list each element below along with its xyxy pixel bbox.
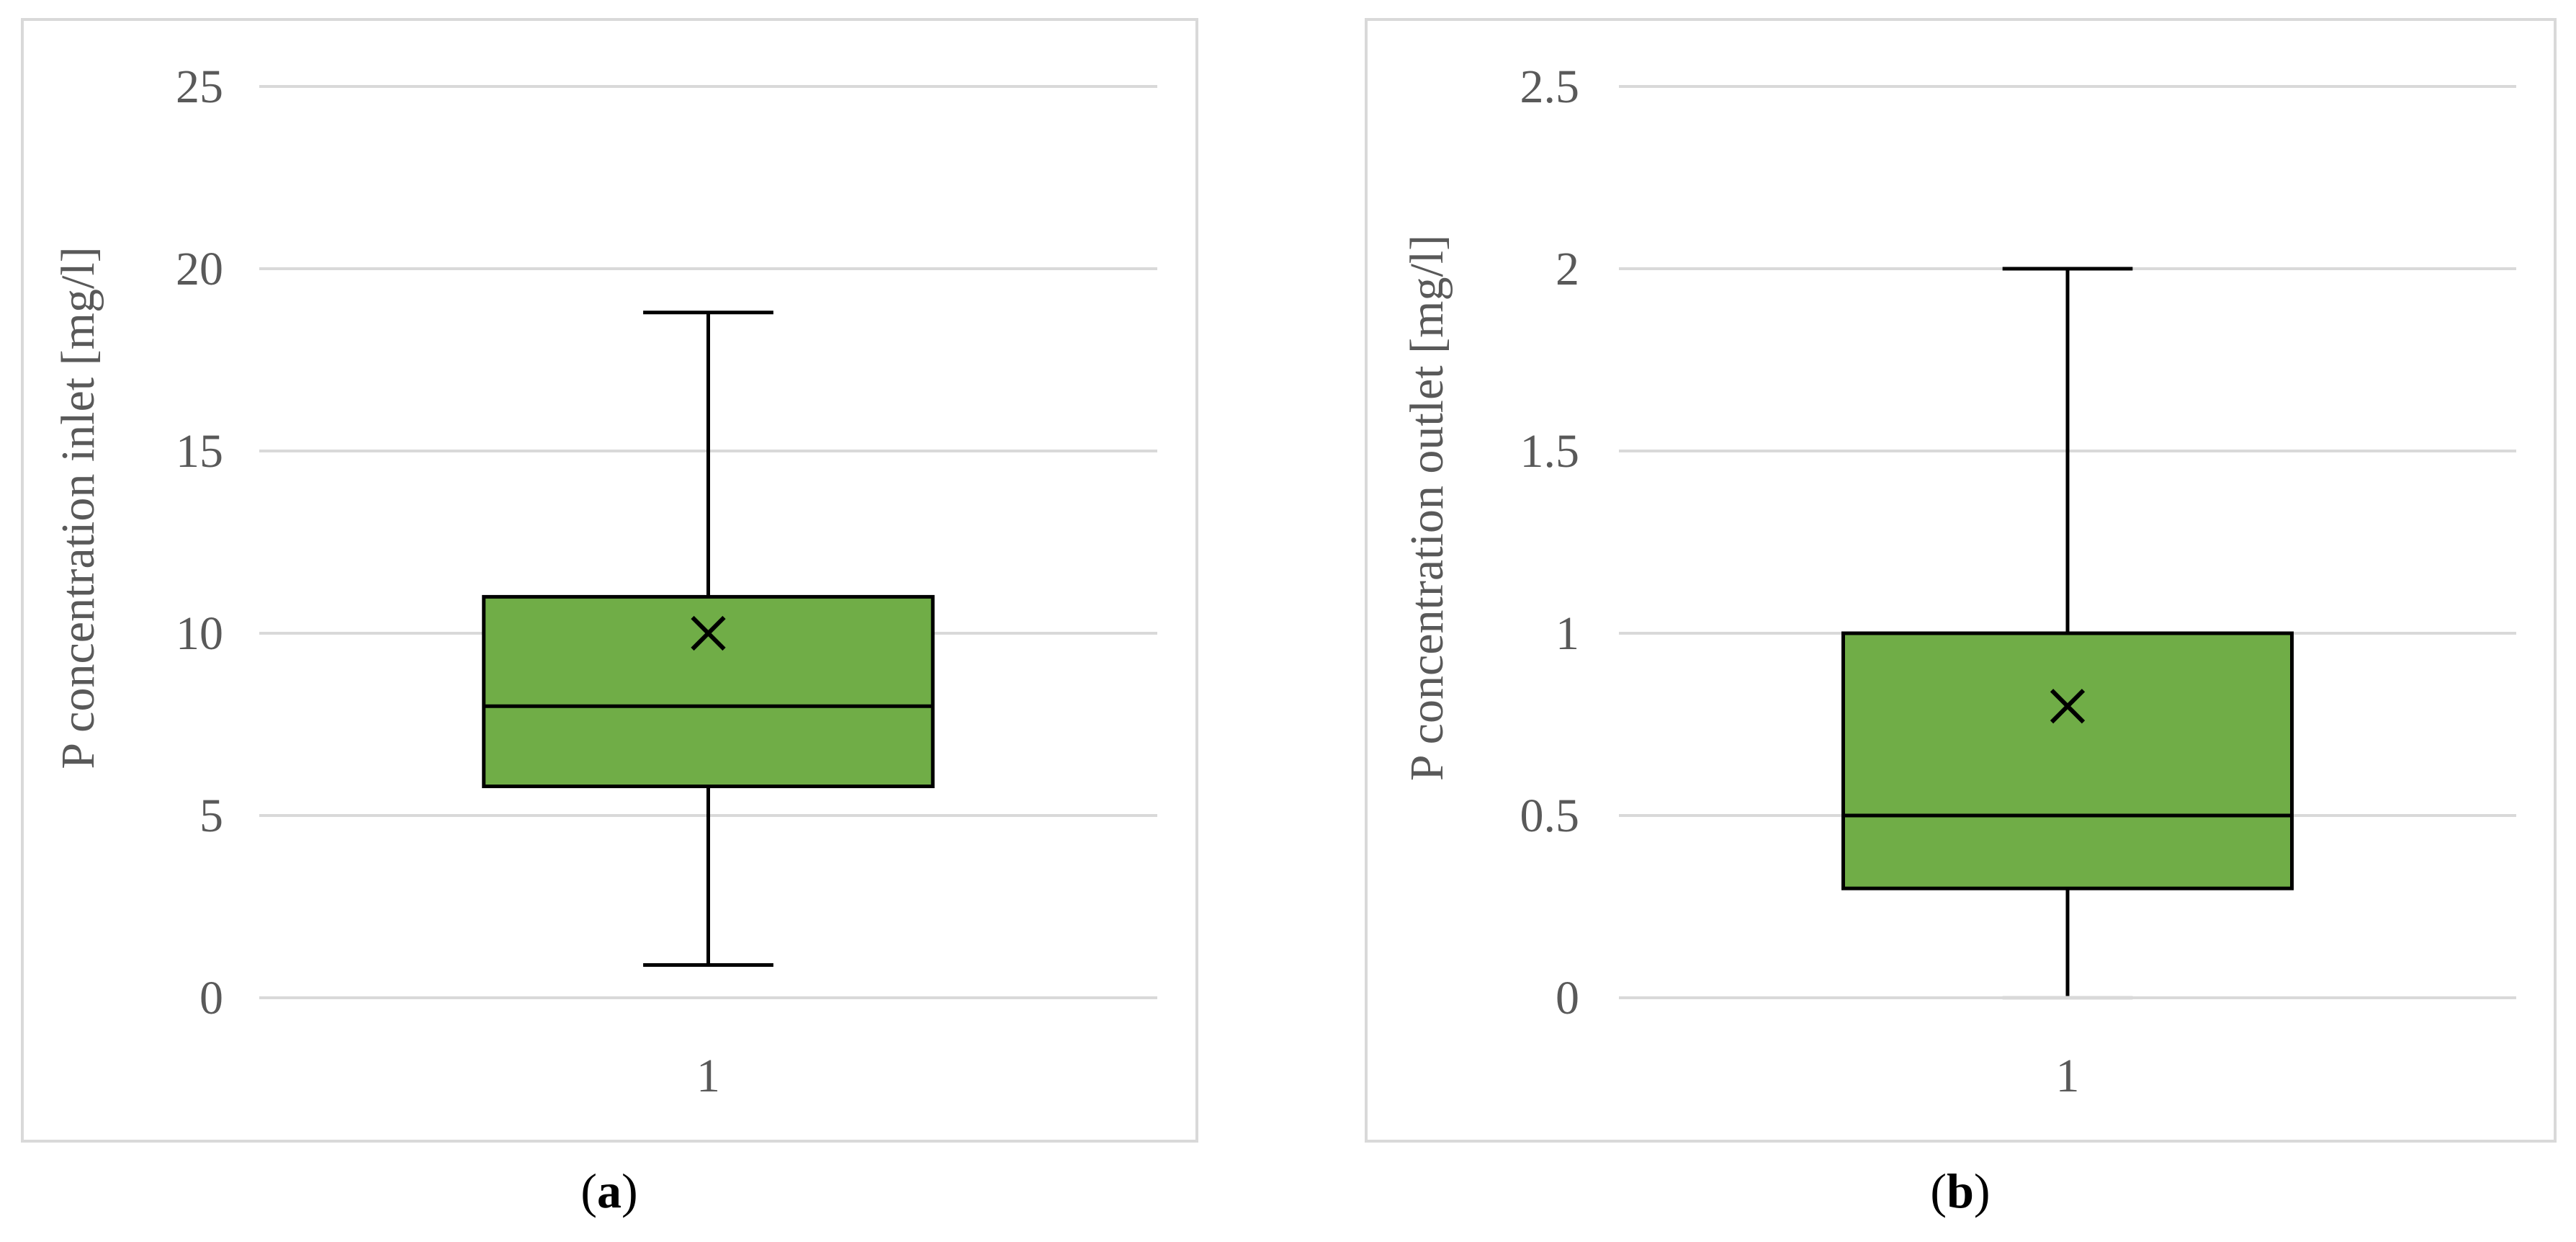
panel-b-y-ticks: 0 0.5 1 1.5 2 2.5 (1520, 61, 1580, 1024)
panel-a-caption-letter: a (597, 1163, 621, 1218)
panel-a-y-axis-title: P concentration inlet [mg/l] (52, 246, 104, 769)
y-tick-label: 0.5 (1520, 790, 1580, 842)
y-tick-label: 0 (199, 972, 223, 1024)
panel-a-plot (482, 310, 935, 967)
panel-a-y-ticks: 0 5 10 15 20 25 (176, 61, 223, 1024)
panel-a-x-ticks: 1 (696, 1050, 720, 1102)
y-tick-label: 5 (199, 790, 223, 842)
panel-b-caption: (b) (1930, 1163, 1990, 1218)
y-tick-label: 2.5 (1520, 61, 1580, 113)
x-tick-label: 1 (696, 1050, 720, 1102)
mean-marker-stroke (2050, 689, 2086, 724)
panel-a-frame (21, 18, 1198, 1143)
panel-b-frame (1365, 18, 2557, 1143)
iqr-box (482, 594, 935, 789)
y-tick-label: 1.5 (1520, 425, 1580, 478)
mean-marker (691, 615, 726, 651)
y-tick-label: 2 (1556, 243, 1579, 295)
y-tick-label: 1 (1556, 607, 1579, 660)
panel-b-caption-letter: b (1947, 1163, 1974, 1218)
panel-b-plot (1841, 267, 2294, 1000)
iqr-box (1841, 631, 2294, 890)
mean-marker (2050, 689, 2086, 724)
x-tick-label: 1 (2056, 1050, 2080, 1102)
y-tick-label: 10 (176, 607, 223, 660)
y-tick-label: 25 (176, 61, 223, 113)
y-tick-label: 20 (176, 243, 223, 295)
panel-a-caption: (a) (580, 1163, 637, 1218)
panel-b-x-ticks: 1 (2056, 1050, 2080, 1102)
panel-b-y-axis-title: P concentration outlet [mg/l] (1401, 235, 1453, 781)
y-tick-label: 0 (1556, 972, 1579, 1024)
panel-b: 0 0.5 1 1.5 2 2.5 P concentration outlet [mg/… (1365, 18, 2557, 1218)
y-tick-label: 15 (176, 425, 223, 478)
mean-marker-stroke (691, 615, 726, 651)
